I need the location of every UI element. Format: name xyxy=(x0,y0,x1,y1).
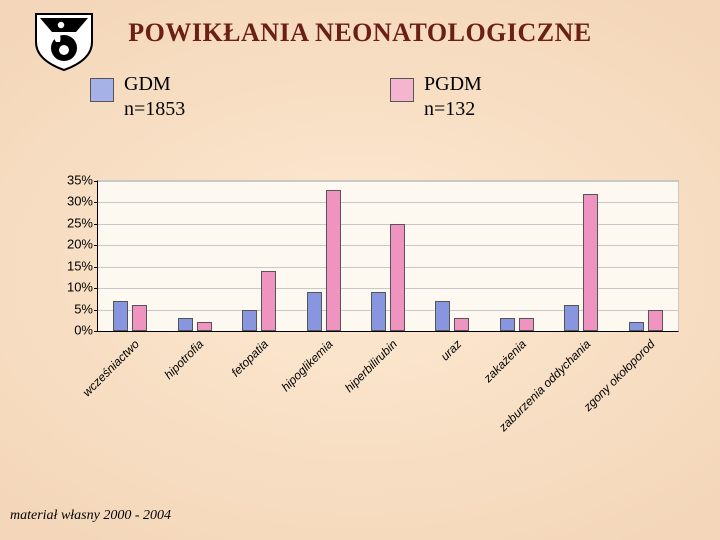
bar-pgdm xyxy=(132,305,147,331)
y-tick xyxy=(94,267,98,268)
logo-shield xyxy=(30,10,98,77)
x-tick-label: fetopatia xyxy=(229,337,271,379)
y-tick xyxy=(94,245,98,246)
y-tick-label: 30% xyxy=(67,194,93,209)
x-tick-label: zakażenia xyxy=(481,337,529,385)
bar-pgdm xyxy=(390,224,405,331)
y-tick-label: 20% xyxy=(67,237,93,252)
y-tick xyxy=(94,288,98,289)
x-tick-label: wcześniactwo xyxy=(80,337,142,399)
bar-pgdm xyxy=(583,194,598,331)
bar-gdm xyxy=(500,318,515,331)
bar-gdm xyxy=(113,301,128,331)
y-tick-label: 15% xyxy=(67,258,93,273)
legend-swatch-gdm xyxy=(90,78,114,102)
y-tick-label: 10% xyxy=(67,280,93,295)
bar-pgdm xyxy=(454,318,469,331)
x-tick-label: hiperbilirubin xyxy=(342,337,400,395)
legend-label-pgdm-line2: n=132 xyxy=(424,98,475,120)
bar-gdm xyxy=(435,301,450,331)
bar-gdm xyxy=(564,305,579,331)
y-tick-label: 0% xyxy=(74,323,93,338)
bar-gdm xyxy=(178,318,193,331)
y-tick xyxy=(94,331,98,332)
y-tick-label: 25% xyxy=(67,215,93,230)
y-tick xyxy=(94,310,98,311)
bar-pgdm xyxy=(261,271,276,331)
y-tick xyxy=(94,202,98,203)
bar-gdm xyxy=(242,310,257,331)
bar-pgdm xyxy=(197,322,212,331)
bar-pgdm xyxy=(519,318,534,331)
x-tick-label: uraz xyxy=(438,337,464,363)
page-title: POWIKŁANIA NEONATOLOGICZNE xyxy=(0,18,720,48)
y-tick xyxy=(94,224,98,225)
legend-label-gdm-line2: n=1853 xyxy=(124,98,185,120)
bar-chart: 0%5%10%15%20%25%30%35% wcześniactwohipot… xyxy=(55,180,695,480)
x-tick-label: hipotrofia xyxy=(162,337,207,382)
legend-label-pgdm: PGDM n=132 xyxy=(424,72,482,122)
y-axis-labels: 0%5%10%15%20%25%30%35% xyxy=(55,180,93,330)
footnote: materiał własny 2000 - 2004 xyxy=(10,508,171,524)
x-tick-label: zgony okołoporod xyxy=(581,337,658,414)
slide-root: { "slide": { "background_gradient": { "c… xyxy=(0,0,720,540)
bar-pgdm xyxy=(648,310,663,331)
legend-swatch-pgdm xyxy=(390,78,414,102)
y-tick-label: 5% xyxy=(74,301,93,316)
y-tick xyxy=(94,181,98,182)
legend-label-gdm: GDM n=1853 xyxy=(124,72,185,122)
legend-label-gdm-line1: GDM xyxy=(124,73,171,95)
y-tick-label: 35% xyxy=(67,173,93,188)
bar-gdm xyxy=(371,292,386,331)
x-tick-label: hipoglikemia xyxy=(278,337,335,394)
bar-pgdm xyxy=(326,190,341,331)
legend-label-pgdm-line1: PGDM xyxy=(424,73,482,95)
bar-gdm xyxy=(629,322,644,331)
plot-area: wcześniactwohipotrofiafetopatiahipoglike… xyxy=(97,180,679,332)
bar-gdm xyxy=(307,292,322,331)
gridline xyxy=(98,181,678,182)
